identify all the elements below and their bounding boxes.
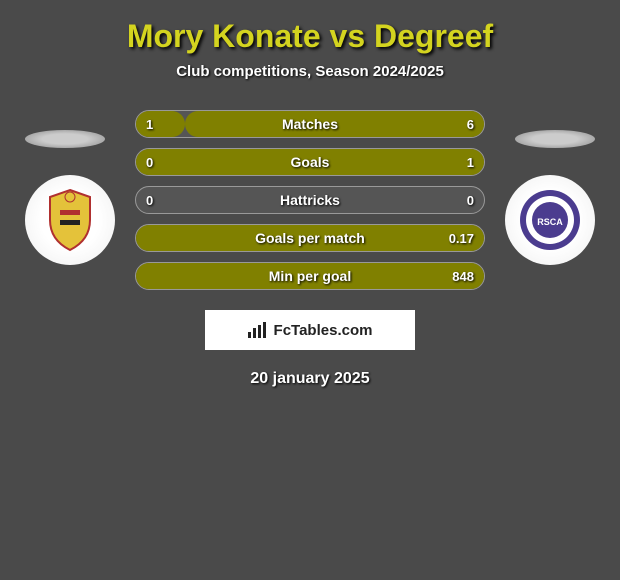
player-shadow-right	[515, 130, 595, 148]
stat-value-right: 0.17	[449, 231, 474, 246]
stat-row: 848 Min per goal	[0, 262, 620, 290]
page-title: Mory Konate vs Degreef	[0, 0, 620, 63]
stat-value-right: 0	[467, 193, 474, 208]
stat-value-right: 6	[467, 117, 474, 132]
brand-logo: FcTables.com	[205, 310, 415, 350]
bar-chart-icon	[248, 322, 268, 338]
player-shadow-left	[25, 130, 105, 148]
stat-value-left: 0	[146, 193, 153, 208]
stat-bar: 0 0 Hattricks	[135, 186, 485, 214]
svg-text:RSCA: RSCA	[537, 217, 563, 227]
stat-value-right: 848	[452, 269, 474, 284]
stat-label: Hattricks	[280, 192, 340, 208]
subtitle: Club competitions, Season 2024/2025	[0, 63, 620, 100]
team-badge-left	[25, 175, 115, 265]
stat-value-left: 1	[146, 117, 153, 132]
stat-label: Matches	[282, 116, 338, 132]
shield-icon	[35, 185, 105, 255]
stat-bar: 848 Min per goal	[135, 262, 485, 290]
shield-icon: RSCA	[515, 185, 585, 255]
date-text: 20 january 2025	[0, 370, 620, 388]
stat-label: Goals	[291, 154, 330, 170]
brand-text: FcTables.com	[274, 322, 373, 339]
stat-value-right: 1	[467, 155, 474, 170]
stat-label: Goals per match	[255, 230, 365, 246]
stat-bar: 0 1 Goals	[135, 148, 485, 176]
stat-bar: 1 6 Matches	[135, 110, 485, 138]
stat-label: Min per goal	[269, 268, 351, 284]
stat-row: 0 1 Goals	[0, 148, 620, 176]
stat-fill-left	[136, 111, 185, 137]
team-badge-right: RSCA	[505, 175, 595, 265]
stat-value-left: 0	[146, 155, 153, 170]
stat-bar: 0.17 Goals per match	[135, 224, 485, 252]
